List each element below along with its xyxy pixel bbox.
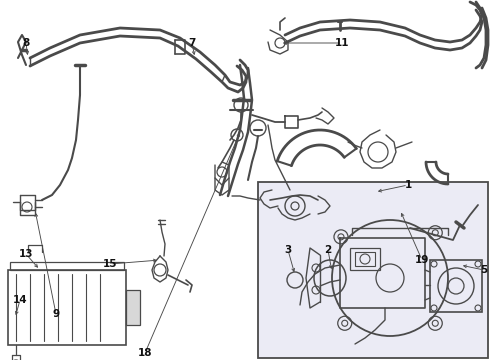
Text: 19: 19: [415, 255, 429, 265]
Text: 8: 8: [23, 38, 29, 48]
Text: 9: 9: [52, 309, 60, 319]
Text: 13: 13: [19, 249, 33, 259]
Text: 3: 3: [284, 245, 292, 255]
Bar: [126, 290, 140, 325]
Bar: [430, 260, 482, 312]
Bar: [258, 182, 488, 358]
Bar: [10, 262, 124, 270]
Text: 1: 1: [404, 180, 412, 190]
Text: 5: 5: [480, 265, 488, 275]
Bar: [350, 248, 380, 270]
Text: 14: 14: [13, 295, 27, 305]
Text: 7: 7: [188, 38, 196, 48]
Text: 11: 11: [335, 38, 349, 48]
Text: 18: 18: [138, 348, 152, 358]
Text: 15: 15: [103, 259, 117, 269]
Text: 2: 2: [324, 245, 332, 255]
Bar: [8, 270, 126, 345]
Bar: [355, 252, 375, 266]
